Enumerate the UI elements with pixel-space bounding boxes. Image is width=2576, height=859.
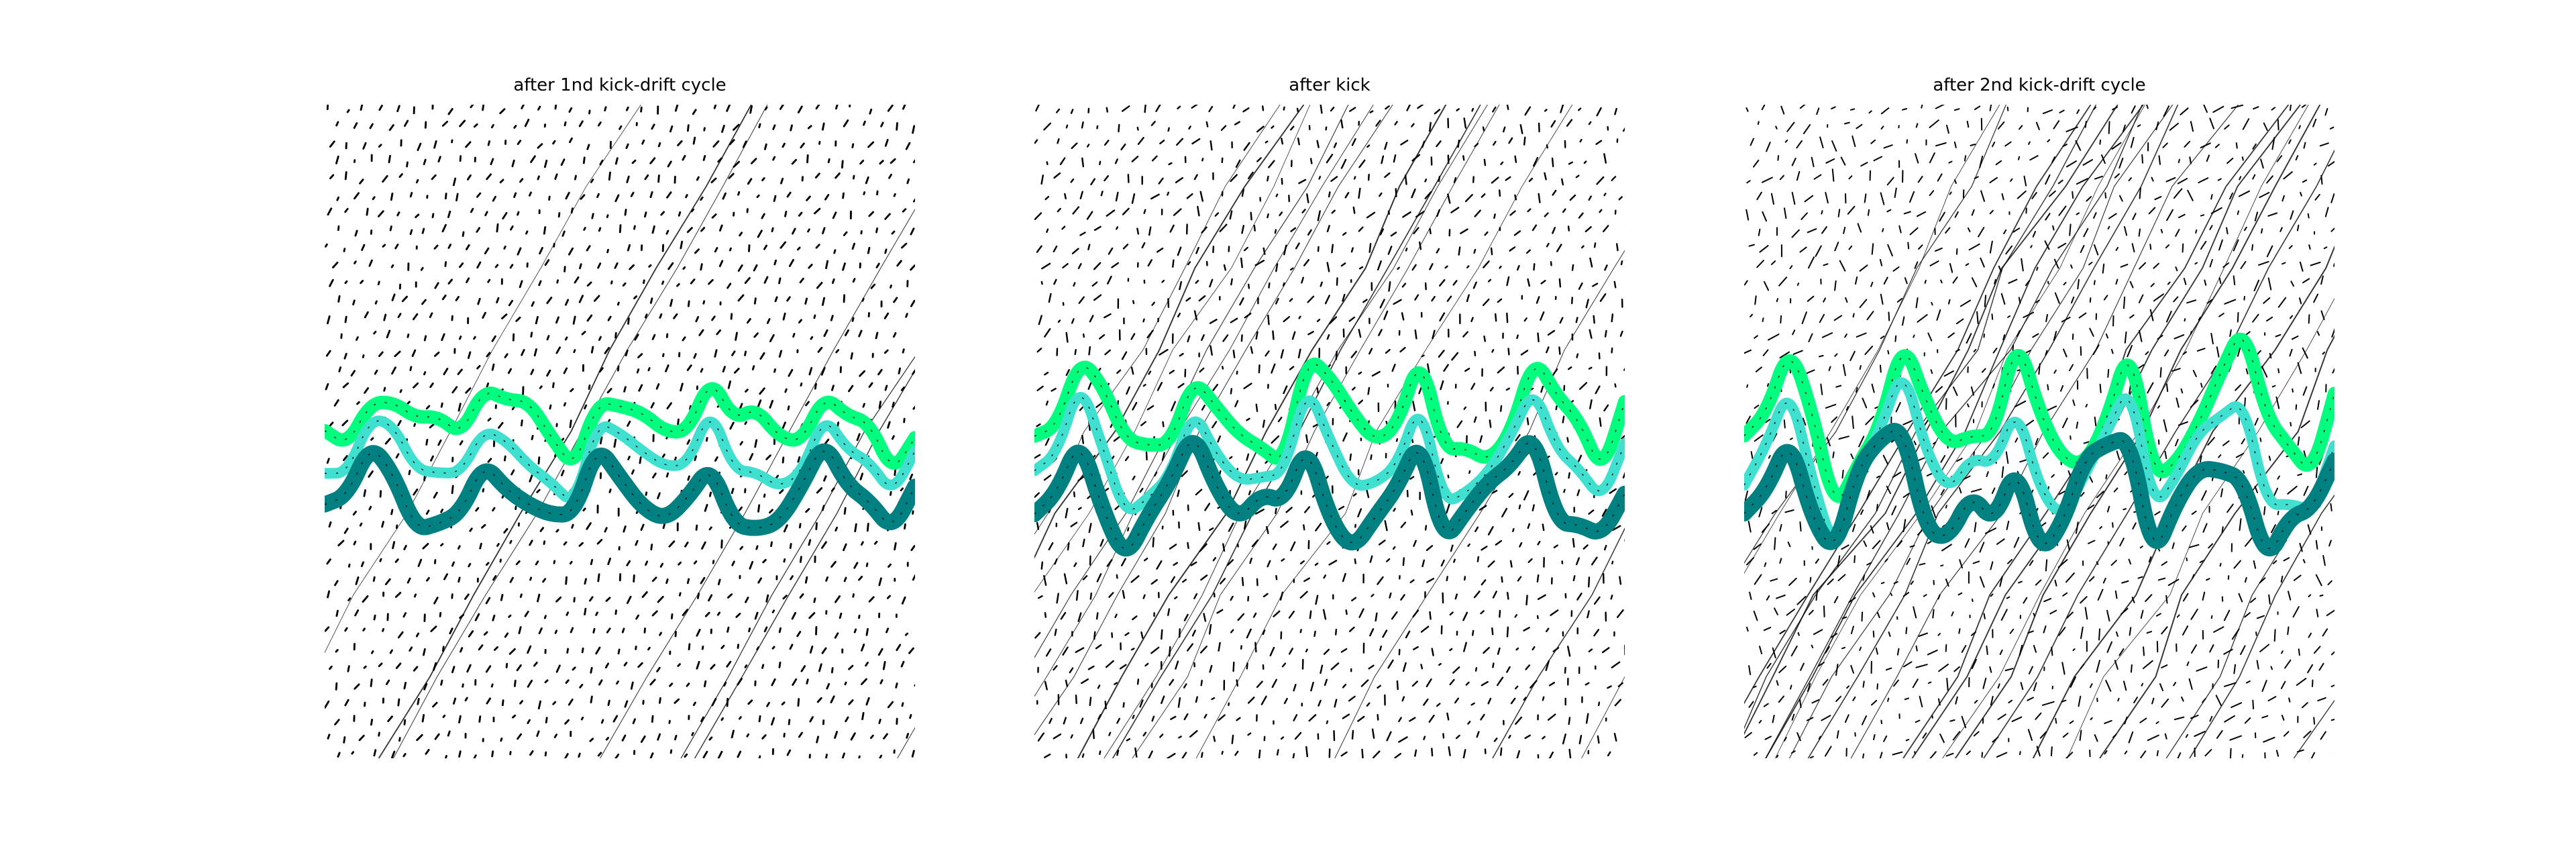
- panel-title: after kick: [1034, 75, 1625, 95]
- plot-area: [1034, 105, 1625, 758]
- panel-title: after 1nd kick-drift cycle: [325, 75, 915, 95]
- panel-3: after 2nd kick-drift cycle: [1744, 0, 2334, 859]
- panel-title: after 2nd kick-drift cycle: [1744, 75, 2334, 95]
- plot-area: [1744, 105, 2334, 758]
- panel-2: after kick: [1034, 0, 1625, 859]
- panel-1: after 1nd kick-drift cycle: [325, 0, 915, 859]
- plot-area: [325, 105, 915, 758]
